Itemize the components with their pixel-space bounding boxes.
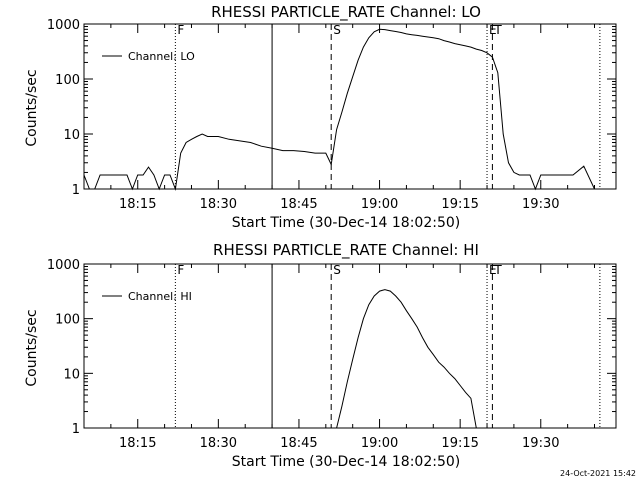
- x-tick-label: 18:15: [119, 436, 156, 451]
- legend-entry: Channel: HI: [128, 290, 192, 303]
- x-tick-label: 18:30: [200, 197, 237, 212]
- y-tick-label: 100: [55, 73, 80, 88]
- plot-frame: [83, 23, 617, 190]
- event-marker-label: T: [493, 263, 502, 277]
- series-line: [336, 289, 477, 429]
- x-tick-label: 18:15: [119, 197, 156, 212]
- y-tick-label: 1: [72, 422, 80, 437]
- hi-channel-panel: RHESSI PARTICLE_RATE Channel: HI Start T…: [24, 241, 617, 470]
- generation-timestamp: 24-Oct-2021 15:42: [560, 469, 636, 478]
- hi-y-axis-label: Counts/sec: [24, 309, 40, 386]
- legend-entry: Channel: LO: [128, 50, 195, 63]
- event-marker-label: S: [333, 23, 341, 37]
- lo-y-axis-label: Counts/sec: [24, 69, 40, 146]
- x-tick-label: 19:00: [361, 197, 398, 212]
- event-marker-label: F: [177, 23, 184, 37]
- x-tick-label: 18:45: [280, 197, 317, 212]
- y-tick-label: 1000: [47, 18, 80, 33]
- y-tick-label: 10: [63, 128, 80, 143]
- lo-chart-title: RHESSI PARTICLE_RATE Channel: LO: [211, 3, 481, 22]
- y-tick-label: 100: [55, 313, 80, 328]
- y-tick-label: 1000: [47, 258, 80, 273]
- x-tick-label: 19:15: [441, 197, 478, 212]
- x-tick-label: 18:30: [200, 436, 237, 451]
- plot-frame: [83, 263, 617, 429]
- lo-channel-panel: RHESSI PARTICLE_RATE Channel: LO Start T…: [24, 3, 617, 231]
- event-marker-label: T: [493, 23, 502, 37]
- hi-chart-title: RHESSI PARTICLE_RATE Channel: HI: [213, 241, 479, 260]
- x-tick-label: 19:00: [361, 436, 398, 451]
- hi-x-axis-label: Start Time (30-Dec-14 18:02:50): [232, 454, 460, 470]
- event-marker-label: S: [333, 263, 341, 277]
- x-tick-label: 19:15: [441, 436, 478, 451]
- y-tick-label: 1: [72, 183, 80, 198]
- x-tick-label: 19:30: [522, 197, 559, 212]
- event-marker-label: F: [177, 263, 184, 277]
- x-tick-label: 18:45: [280, 436, 317, 451]
- series-line: [83, 28, 595, 191]
- x-tick-label: 19:30: [522, 436, 559, 451]
- lo-x-axis-label: Start Time (30-Dec-14 18:02:50): [232, 215, 460, 231]
- y-tick-label: 10: [63, 367, 80, 382]
